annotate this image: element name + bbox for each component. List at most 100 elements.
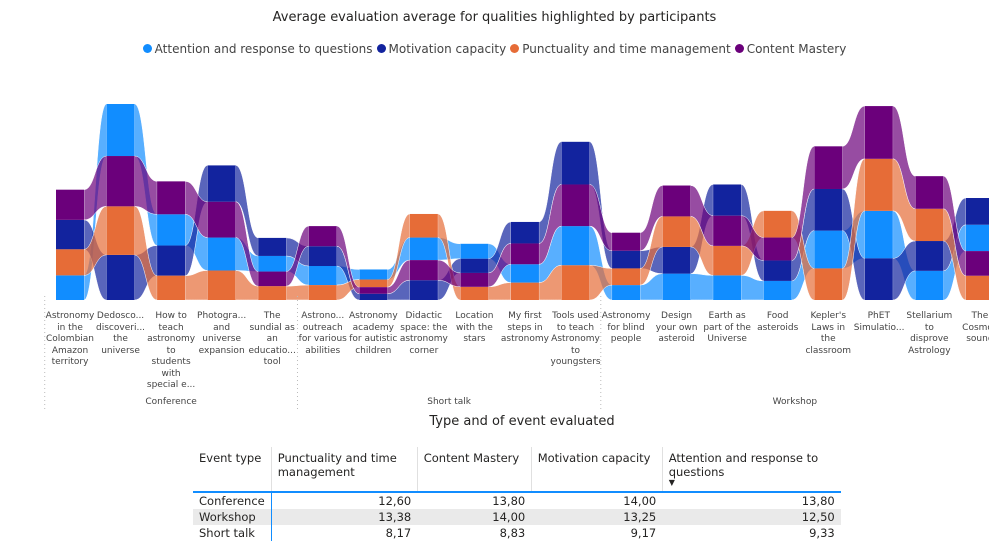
legend-swatch xyxy=(734,44,744,53)
ribbon-segment xyxy=(56,189,84,220)
ribbon-segment xyxy=(864,158,893,211)
ribbon-segment xyxy=(612,268,641,286)
ribbon-segment xyxy=(258,286,287,300)
x-tick-label: Didactic space: the astronomy corner xyxy=(399,311,448,356)
x-tick-label: My first steps in astronomy xyxy=(500,311,549,344)
ribbon-segment xyxy=(157,181,186,215)
ribbon-segment xyxy=(308,285,337,300)
ribbon-segment xyxy=(915,176,944,209)
x-tick-label: Astrono... outreach for various abilitie… xyxy=(298,311,347,356)
ribbon-segment xyxy=(612,285,641,300)
group-label: Workshop xyxy=(772,397,818,407)
ribbon-segment xyxy=(359,269,388,280)
ribbon-segment xyxy=(308,246,337,267)
header-text: Event type xyxy=(199,451,262,465)
ribbon-segment xyxy=(965,251,989,276)
ribbon-segment xyxy=(106,206,135,255)
ribbon-segment xyxy=(106,156,135,207)
ribbon-segment xyxy=(359,287,388,294)
ribbon xyxy=(184,270,208,301)
column-header: Attention and response to questions ▼ xyxy=(661,447,841,493)
ribbon-segment xyxy=(207,237,236,271)
table-cell: 13,80 xyxy=(801,494,835,508)
x-tick-label: Astronomy for blind people xyxy=(601,311,651,344)
x-tick-label: The Cosmos sound xyxy=(962,311,989,344)
legend-label: Content Mastery xyxy=(746,42,847,56)
group-label: Short talk xyxy=(427,397,472,407)
ribbon-segment xyxy=(662,185,691,217)
ribbon-segment xyxy=(965,198,989,225)
table-row: Workshop 13,38 14,00 13,25 12,50 xyxy=(193,509,841,525)
ribbon-segment xyxy=(561,141,590,185)
header-text: Motivation capacity xyxy=(537,451,651,465)
ribbon-segment xyxy=(662,216,691,247)
ribbon-segment xyxy=(207,270,236,300)
ribbon-segment xyxy=(561,226,590,266)
ribbon-segment xyxy=(409,260,438,281)
table-cell: 12,50 xyxy=(662,509,841,525)
ribbon-segment xyxy=(56,275,84,300)
table-cell: 8,83 xyxy=(499,526,526,540)
ribbon-segment xyxy=(258,271,287,287)
table-cell: Workshop xyxy=(193,509,272,525)
ribbon-segment xyxy=(157,245,186,276)
ribbon-segment xyxy=(561,265,590,300)
ribbon-segment xyxy=(510,221,539,244)
ribbon-segment xyxy=(56,219,84,250)
ribbon-segment xyxy=(662,246,691,274)
table-cell: 12,60 xyxy=(378,494,412,508)
ribbon xyxy=(285,284,309,301)
table-cell: 9,33 xyxy=(809,526,835,540)
x-tick-label: Design your own asteroid xyxy=(655,311,698,344)
ribbon-segment xyxy=(763,237,792,261)
header-text: Punctuality and time management xyxy=(277,451,397,479)
x-tick-label: Astronomy academy for autistic children xyxy=(348,311,398,356)
ribbon-segment xyxy=(157,275,186,300)
x-tick-label: Tools used to teach Astronomy to youngst… xyxy=(550,311,601,367)
legend: Attention and response to questions Motiv… xyxy=(0,42,989,56)
x-tick-label: Location with the stars xyxy=(455,311,494,344)
ribbon-segment xyxy=(763,260,792,281)
legend-item: Content Mastery xyxy=(734,42,847,56)
ribbons xyxy=(83,103,967,301)
legend-label: Punctuality and time management xyxy=(522,42,731,56)
legend-item: Motivation capacity xyxy=(376,42,506,56)
chart xyxy=(44,103,989,410)
ribbon-segment xyxy=(308,226,337,247)
header-text: Attention and response to questions xyxy=(668,451,819,479)
column-header: Event type xyxy=(193,447,272,493)
x-tick-label: How to teach astronomy to students with … xyxy=(146,311,196,390)
table-title: Type and of event evaluated xyxy=(429,414,615,429)
ribbon-segment xyxy=(915,241,944,271)
table-cell: 14,00 xyxy=(623,494,657,508)
column-header: Motivation capacity xyxy=(530,447,663,493)
table-cell: Conference xyxy=(193,492,272,509)
ribbon xyxy=(690,273,714,301)
column-header: Content Mastery xyxy=(416,447,532,493)
ribbon-segment xyxy=(965,275,989,300)
ribbon-segment xyxy=(814,268,843,300)
table-cell: 9,17 xyxy=(630,526,657,540)
ribbon-segment xyxy=(612,250,641,269)
x-tick-label: Dedosco... discoveri... the universe xyxy=(96,311,146,356)
ribbon-segment xyxy=(510,264,539,283)
column-header: Punctuality and time management xyxy=(270,447,418,493)
ribbon-segment xyxy=(359,293,388,300)
header-row: Event type Punctuality and time managemen… xyxy=(193,447,841,493)
ribbon-segment xyxy=(612,232,641,251)
ribbon-segment xyxy=(713,245,742,276)
ribbon-segment xyxy=(713,184,742,216)
ribbon-segment xyxy=(864,258,893,300)
ribbon-segment xyxy=(359,279,388,288)
chart-title: Average evaluation average for qualities… xyxy=(272,10,717,25)
ribbon-segment xyxy=(308,266,337,286)
ribbon-segment xyxy=(915,208,944,242)
x-tick-label: PhET Simulatio... xyxy=(853,311,905,333)
ribbon-segment xyxy=(409,237,438,261)
ribbon-segment xyxy=(460,258,489,273)
ribbon xyxy=(740,275,764,301)
ribbon-segment xyxy=(713,275,742,300)
table-cell: Short talk xyxy=(193,525,272,541)
ribbon-segment xyxy=(207,165,236,202)
